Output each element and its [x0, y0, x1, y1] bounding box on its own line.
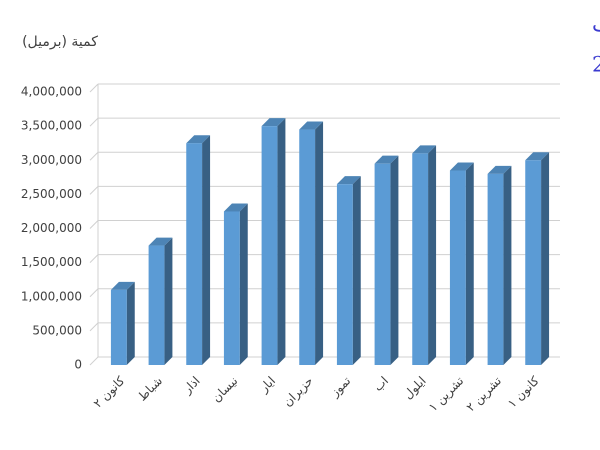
bar — [110, 289, 127, 365]
bar-side — [352, 176, 361, 365]
chart-title: كمية النفط المصدر من حقول كركوك حسب — [592, 13, 600, 38]
x-tick-label: اب — [371, 374, 391, 394]
x-tick-label: كانون ٢ — [91, 374, 129, 412]
y-axis-label: كمية (برميل) — [22, 34, 98, 50]
grid-line-depth — [89, 288, 99, 298]
bar-top — [525, 152, 550, 161]
bar — [186, 143, 203, 365]
chart-title: اشهر عام 2020 — [592, 53, 600, 78]
bar — [487, 173, 504, 365]
x-tick-label: تموز — [327, 374, 354, 401]
bar — [299, 129, 316, 365]
bar — [223, 211, 240, 365]
y-tick-label: 2,000,000 — [21, 221, 82, 235]
bar-side — [126, 281, 135, 365]
bar-side — [465, 162, 474, 365]
grid-line-depth — [89, 151, 99, 161]
grid-line-depth — [89, 254, 99, 263]
bar — [449, 170, 466, 365]
x-tick-label: اذار — [180, 374, 204, 398]
bar-side — [239, 203, 248, 365]
bar-top — [336, 176, 361, 185]
bar-top — [261, 118, 286, 127]
x-tick-label: نيسان — [209, 374, 240, 405]
bar-top — [374, 155, 399, 164]
bar — [148, 245, 165, 365]
y-tick-label: 4,000,000 — [21, 85, 82, 99]
bar-side — [277, 118, 286, 365]
bar-side — [541, 152, 550, 365]
bar-side — [202, 135, 211, 365]
grid-line-depth — [89, 322, 99, 332]
x-tick-label: تشرين ٢ — [463, 374, 504, 415]
x-tick-label: كانون ١ — [505, 374, 543, 412]
grid-line-depth — [89, 356, 99, 366]
bar-top — [299, 121, 324, 130]
bar-side — [315, 121, 324, 365]
x-tick-label: تشرين ١ — [426, 374, 467, 415]
y-tick-label: 1,000,000 — [21, 289, 82, 303]
x-tick-label: شباط — [135, 374, 165, 404]
bar — [412, 153, 429, 365]
bar-top — [487, 165, 512, 174]
bar-side — [428, 145, 437, 365]
bar — [261, 126, 278, 365]
x-tick-label: ايار — [256, 374, 279, 397]
y-tick-label: 3,000,000 — [21, 153, 82, 167]
y-tick-label: 3,500,000 — [21, 119, 82, 133]
grid-line-depth — [89, 117, 99, 127]
y-tick-label: 500,000 — [32, 323, 82, 337]
bar-top — [148, 237, 173, 246]
bar — [374, 163, 391, 365]
bar — [525, 160, 542, 365]
grid-line-depth — [89, 220, 99, 229]
y-tick-label: 0 — [74, 358, 82, 372]
grid-line-depth — [89, 83, 99, 93]
bar-top — [223, 203, 248, 212]
bar-side — [390, 155, 399, 365]
bar — [336, 184, 353, 365]
bar-side — [503, 165, 512, 365]
x-tick-label: حزيران — [280, 374, 316, 410]
y-tick-label: 2,500,000 — [21, 187, 82, 201]
bar-top — [186, 135, 211, 144]
bar-top — [110, 281, 135, 290]
bar-top — [449, 162, 474, 171]
y-tick-label: 1,500,000 — [21, 255, 82, 269]
bar-top — [412, 145, 437, 154]
bar-side — [164, 237, 173, 365]
x-tick-label: ايلول — [401, 374, 430, 403]
grid-line-depth — [89, 186, 99, 195]
